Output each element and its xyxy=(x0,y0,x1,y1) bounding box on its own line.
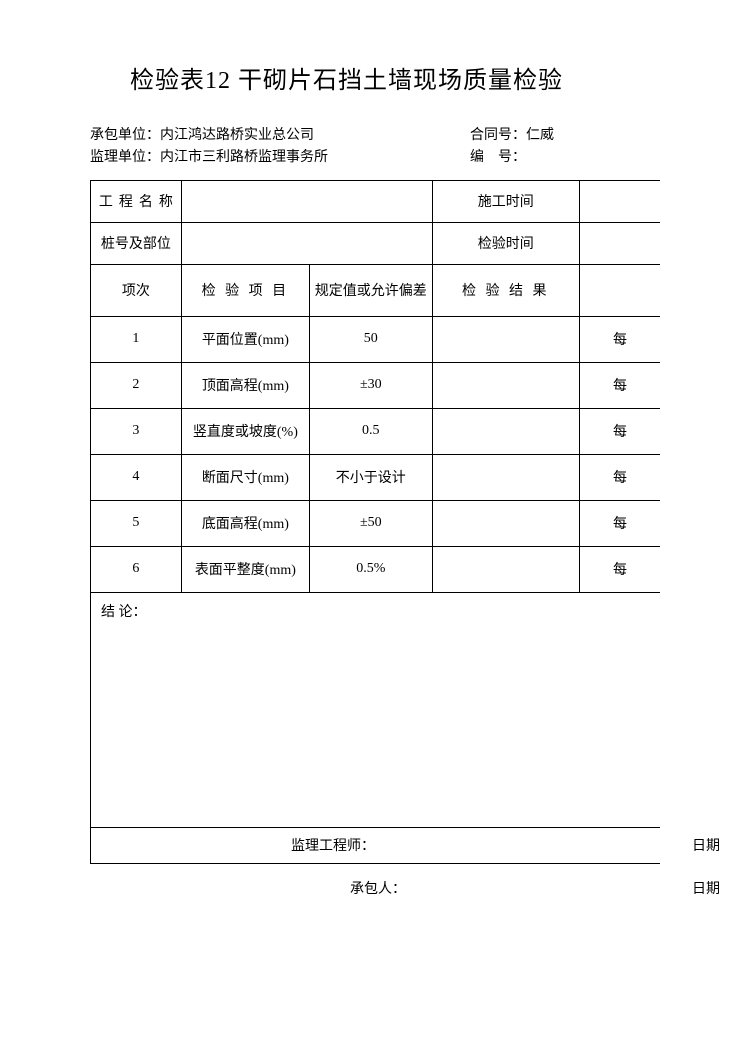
serial-no-label: 编 号： xyxy=(470,150,526,165)
cell-item: 竖直度或坡度(%) xyxy=(181,408,309,454)
header-right: 合同号：仁威 编 号： xyxy=(470,125,749,170)
cell-item: 顶面高程(mm) xyxy=(181,362,309,408)
cell-seq: 3 xyxy=(91,408,182,454)
column-header-row: 项次 检 验 项 目 规定值或允许偏差 检 验 结 果 xyxy=(91,264,661,316)
signature-row-1: 监理工程师： 日期 xyxy=(91,827,661,863)
construction-time-label: 施工时间 xyxy=(432,180,579,222)
cell-result xyxy=(432,546,579,592)
contractor-person-label: 承包人： xyxy=(350,878,406,898)
contract-no-label: 合同号： xyxy=(470,128,526,143)
supervisor-label: 监理单位： xyxy=(90,150,160,165)
cell-item: 断面尺寸(mm) xyxy=(181,454,309,500)
cell-item: 表面平整度(mm) xyxy=(181,546,309,592)
cell-seq: 5 xyxy=(91,500,182,546)
inspection-time-label: 检验时间 xyxy=(432,222,579,264)
cell-extra: 每 xyxy=(579,546,660,592)
cell-spec: 50 xyxy=(309,316,432,362)
cell-extra: 每 xyxy=(579,362,660,408)
station-label: 桩号及部位 xyxy=(91,222,182,264)
conclusion-cell: 结 论： xyxy=(91,592,661,827)
cell-result xyxy=(432,408,579,454)
inspection-time-value xyxy=(579,222,660,264)
cell-seq: 1 xyxy=(91,316,182,362)
project-name-value xyxy=(181,180,432,222)
cell-extra: 每 xyxy=(579,500,660,546)
table-row: 3 竖直度或坡度(%) 0.5 每 xyxy=(91,408,661,454)
col-item: 检 验 项 目 xyxy=(181,264,309,316)
supervisor-value: 内江市三利路桥监理事务所 xyxy=(160,150,328,165)
col-spec: 规定值或允许偏差 xyxy=(309,264,432,316)
table-row: 2 顶面高程(mm) ±30 每 xyxy=(91,362,661,408)
cell-seq: 4 xyxy=(91,454,182,500)
contract-no-value: 仁威 xyxy=(526,128,554,143)
date-label-1: 日期 xyxy=(692,835,720,855)
table-row: 1 平面位置(mm) 50 每 xyxy=(91,316,661,362)
cell-seq: 2 xyxy=(91,362,182,408)
col-result: 检 验 结 果 xyxy=(432,264,579,316)
conclusion-label: 结 论： xyxy=(101,605,147,620)
cell-spec: ±50 xyxy=(309,500,432,546)
cell-spec: 不小于设计 xyxy=(309,454,432,500)
col-seq: 项次 xyxy=(91,264,182,316)
cell-extra: 每 xyxy=(579,408,660,454)
cell-spec: ±30 xyxy=(309,362,432,408)
signature-row-2: 承包人： 日期 xyxy=(90,864,660,898)
cell-item: 底面高程(mm) xyxy=(181,500,309,546)
cell-result xyxy=(432,316,579,362)
main-table: 工程名称 施工时间 桩号及部位 检验时间 项次 检 验 项 目 规定值或允许偏差… xyxy=(90,180,660,864)
cell-item: 平面位置(mm) xyxy=(181,316,309,362)
cell-result xyxy=(432,454,579,500)
info-row-2: 桩号及部位 检验时间 xyxy=(91,222,661,264)
header-left: 承包单位：内江鸿达路桥实业总公司 监理单位：内江市三利路桥监理事务所 xyxy=(90,125,470,170)
station-value xyxy=(181,222,432,264)
cell-spec: 0.5% xyxy=(309,546,432,592)
cell-extra: 每 xyxy=(579,316,660,362)
table-row: 4 断面尺寸(mm) 不小于设计 每 xyxy=(91,454,661,500)
info-row-1: 工程名称 施工时间 xyxy=(91,180,661,222)
contractor-value: 内江鸿达路桥实业总公司 xyxy=(160,128,314,143)
cell-spec: 0.5 xyxy=(309,408,432,454)
table-row: 5 底面高程(mm) ±50 每 xyxy=(91,500,661,546)
contractor-label: 承包单位： xyxy=(90,128,160,143)
conclusion-row: 结 论： xyxy=(91,592,661,827)
header-info: 承包单位：内江鸿达路桥实业总公司 监理单位：内江市三利路桥监理事务所 合同号：仁… xyxy=(90,125,749,170)
page-title: 检验表12 干砌片石挡土墙现场质量检验 xyxy=(90,60,749,95)
cell-seq: 6 xyxy=(91,546,182,592)
table-row: 6 表面平整度(mm) 0.5% 每 xyxy=(91,546,661,592)
construction-time-value xyxy=(579,180,660,222)
supervisor-engineer-label: 监理工程师： xyxy=(291,839,375,854)
cell-result xyxy=(432,362,579,408)
col-extra xyxy=(579,264,660,316)
cell-extra: 每 xyxy=(579,454,660,500)
date-label-2: 日期 xyxy=(692,878,720,898)
supervisor-engineer-cell: 监理工程师： 日期 xyxy=(91,827,661,863)
cell-result xyxy=(432,500,579,546)
project-name-label: 工程名称 xyxy=(91,180,182,222)
